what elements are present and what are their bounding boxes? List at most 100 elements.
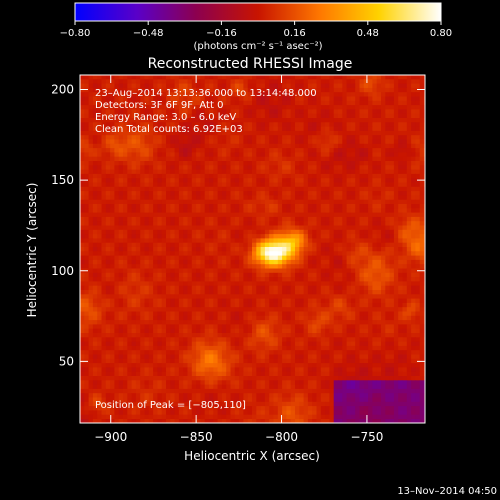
heatmap-cell: [286, 130, 292, 136]
heatmap-cell: [183, 126, 188, 132]
heatmap-cell: [338, 156, 343, 162]
heatmap-cell: [312, 285, 317, 291]
heatmap-cell: [252, 75, 257, 80]
heatmap-cell: [105, 173, 111, 179]
heatmap-cell: [217, 178, 223, 183]
heatmap-cell: [97, 165, 102, 170]
heatmap-cell: [350, 139, 356, 145]
heatmap-cell: [153, 234, 158, 239]
heatmap-cell: [209, 130, 214, 136]
heatmap-cell: [217, 87, 223, 93]
heatmap-cell: [316, 298, 322, 304]
heatmap-cell: [114, 294, 120, 299]
heatmap-cell: [333, 247, 339, 252]
heatmap-cell: [84, 169, 89, 175]
heatmap-cell: [187, 281, 193, 287]
heatmap-cell: [295, 126, 300, 132]
heatmap-cell: [234, 139, 240, 145]
heatmap-cell: [230, 229, 236, 235]
heatmap-cell: [393, 148, 399, 153]
heatmap-cell: [350, 328, 356, 334]
heatmap-cell: [419, 148, 425, 153]
heatmap-cell: [277, 311, 283, 317]
heatmap-cell: [303, 268, 309, 274]
heatmap-cell: [419, 281, 425, 287]
heatmap-cell: [260, 75, 266, 80]
heatmap-cell: [226, 130, 231, 136]
heatmap-cell: [290, 285, 296, 291]
heatmap-cell: [114, 191, 120, 196]
heatmap-cell: [333, 130, 339, 136]
heatmap-cell: [368, 204, 373, 209]
heatmap-cell: [290, 143, 296, 149]
heatmap-cell: [226, 285, 231, 291]
heatmap-cell: [346, 290, 352, 295]
heatmap-cell: [385, 165, 390, 170]
heatmap-cell: [385, 143, 390, 149]
heatmap-cell: [80, 281, 85, 287]
heatmap-cell: [325, 152, 330, 158]
heatmap-cell: [153, 118, 158, 123]
heatmap-cell: [88, 333, 94, 338]
heatmap-cell: [363, 307, 369, 312]
heatmap-cell: [389, 100, 395, 106]
heatmap-cell: [277, 204, 283, 209]
heatmap-cell: [153, 182, 158, 188]
heatmap-cell: [260, 234, 266, 239]
heatmap-cell: [191, 83, 197, 89]
heatmap-cell: [303, 277, 309, 282]
heatmap-cell: [385, 259, 390, 265]
heatmap-cell: [80, 135, 85, 140]
heatmap-cell: [329, 204, 335, 209]
heatmap-cell: [260, 156, 266, 162]
heatmap-cell: [135, 105, 141, 110]
heatmap-cell: [277, 92, 283, 97]
heatmap-cell: [419, 79, 425, 84]
heatmap-cell: [320, 255, 326, 261]
heatmap-cell: [415, 169, 421, 175]
heatmap-cell: [221, 212, 227, 218]
heatmap-cell: [355, 204, 360, 209]
heatmap-cell: [282, 148, 287, 153]
heatmap-cell: [264, 79, 270, 84]
heatmap-cell: [260, 92, 266, 97]
heatmap-cell: [101, 83, 107, 89]
heatmap-cell: [342, 328, 347, 334]
heatmap-cell: [183, 75, 188, 80]
heatmap-cell: [153, 87, 158, 93]
heatmap-cell: [123, 178, 128, 183]
heatmap-cell: [415, 186, 421, 192]
heatmap-cell: [307, 302, 313, 308]
heatmap-cell: [239, 165, 244, 170]
heatmap-cell: [312, 315, 317, 321]
heatmap-cell: [209, 182, 214, 188]
heatmap-cell: [376, 320, 382, 325]
heatmap-cell: [243, 148, 249, 153]
heatmap-cell: [363, 75, 369, 80]
heatmap-cell: [299, 96, 304, 102]
heatmap-cell: [290, 324, 296, 330]
heatmap-cell: [312, 216, 317, 222]
heatmap-cell: [105, 234, 111, 239]
heatmap-cell: [204, 156, 210, 162]
heatmap-cell: [325, 109, 330, 115]
heatmap-cell: [385, 328, 390, 334]
heatmap-cell: [140, 259, 145, 265]
heatmap-cell: [118, 118, 124, 123]
heatmap-cell: [419, 143, 425, 149]
heatmap-cell: [307, 191, 313, 196]
heatmap-cell: [140, 320, 145, 325]
heatmap-cell: [170, 259, 175, 265]
heatmap-cell: [325, 75, 330, 80]
heatmap-cell: [415, 100, 421, 106]
heatmap-cell: [312, 324, 317, 330]
heatmap-cell: [217, 264, 223, 269]
heatmap-cell: [342, 195, 347, 201]
heatmap-cell: [191, 247, 197, 252]
heatmap-cell: [260, 204, 266, 209]
heatmap-cell: [84, 113, 89, 119]
heatmap-cell: [239, 208, 244, 213]
heatmap-cell: [415, 148, 421, 153]
heatmap-cell: [183, 302, 188, 308]
heatmap-cell: [252, 328, 257, 334]
